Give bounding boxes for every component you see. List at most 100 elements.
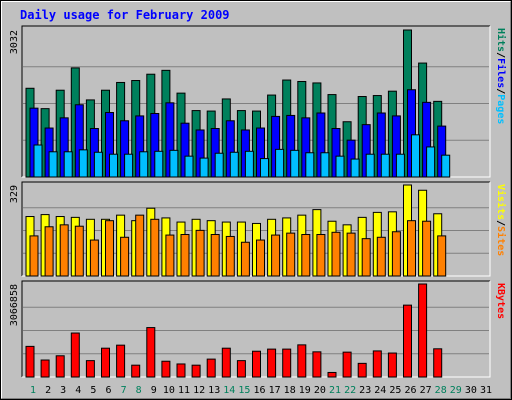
- x-tick-label-20: 20: [314, 385, 326, 396]
- bar-sites-10: [165, 234, 175, 277]
- bar-sites-21: [331, 231, 341, 277]
- bar-pages-27: [426, 146, 436, 178]
- legend-sites: Sites: [495, 226, 507, 256]
- x-tick-label-24: 24: [374, 385, 386, 396]
- x-tick-label-27: 27: [420, 385, 432, 396]
- x-tick-label-5: 5: [90, 385, 96, 396]
- bar-pages-18: [290, 149, 300, 178]
- bar-pages-9: [154, 150, 164, 178]
- bar-pages-5: [93, 151, 103, 178]
- legend-kbytes: KBytes: [495, 283, 506, 319]
- x-tick-label-11: 11: [178, 385, 190, 396]
- bar-kbytes-17: [267, 348, 277, 378]
- bar-pages-2: [48, 151, 58, 178]
- bar-sites-24: [376, 236, 386, 277]
- legend-hits: Hits: [495, 28, 507, 52]
- x-tick-label-13: 13: [208, 385, 220, 396]
- x-tick-label-23: 23: [359, 385, 371, 396]
- x-tick-label-1: 1: [30, 385, 36, 396]
- x-tick-label-21: 21: [329, 385, 341, 396]
- x-tick-label-29: 29: [450, 385, 462, 396]
- bar-sites-20: [316, 234, 326, 277]
- bar-pages-8: [139, 151, 149, 178]
- bar-pages-22: [350, 158, 360, 178]
- bar-kbytes-7: [116, 344, 126, 378]
- bar-sites-13: [210, 234, 220, 277]
- bar-pages-3: [63, 151, 73, 178]
- bar-kbytes-14: [221, 347, 231, 378]
- bar-sites-15: [240, 241, 250, 277]
- bar-pages-26: [411, 134, 420, 178]
- ymax-label-top: 3032: [9, 30, 20, 54]
- bar-sites-11: [180, 234, 190, 277]
- bar-sites-2: [44, 226, 54, 277]
- bar-kbytes-27: [418, 283, 428, 378]
- bar-sites-8: [135, 214, 145, 277]
- x-tick-label-14: 14: [223, 385, 235, 396]
- bar-sites-22: [346, 232, 356, 277]
- x-tick-label-15: 15: [238, 385, 250, 396]
- bar-sites-9: [150, 218, 160, 277]
- bar-kbytes-18: [282, 348, 292, 378]
- bar-kbytes-3: [55, 355, 65, 378]
- bar-kbytes-15: [236, 360, 246, 378]
- bar-pages-21: [335, 155, 345, 178]
- bar-sites-17: [271, 234, 281, 277]
- x-tick-label-22: 22: [344, 385, 356, 396]
- label-separator: /: [495, 52, 506, 58]
- x-tick-label-10: 10: [163, 385, 175, 396]
- x-tick-label-30: 30: [465, 385, 477, 396]
- bar-kbytes-20: [312, 351, 322, 378]
- label-separator: /: [495, 220, 506, 226]
- bar-sites-26: [407, 220, 416, 277]
- bar-kbytes-5: [85, 360, 95, 378]
- bar-pages-20: [320, 152, 330, 178]
- bar-kbytes-23: [357, 362, 367, 378]
- x-tick-label-7: 7: [121, 385, 127, 396]
- bar-sites-6: [105, 220, 114, 277]
- bar-sites-18: [286, 232, 296, 277]
- x-tick-label-3: 3: [60, 385, 66, 396]
- bar-sites-3: [59, 224, 69, 277]
- bar-kbytes-12: [191, 364, 201, 378]
- bar-sites-14: [225, 235, 235, 277]
- plot-border-dark-top: [21, 25, 490, 177]
- ymax-label-bottom: 3066858: [9, 284, 20, 326]
- bar-kbytes-4: [70, 332, 80, 378]
- x-tick-label-12: 12: [193, 385, 205, 396]
- bar-sites-12: [195, 229, 205, 277]
- x-tick-label-26: 26: [404, 385, 416, 396]
- bar-kbytes-11: [176, 363, 186, 378]
- bar-pages-11: [184, 155, 194, 178]
- x-tick-label-9: 9: [151, 385, 157, 396]
- legend-visits: Visits: [495, 184, 507, 220]
- x-tick-label-16: 16: [253, 385, 265, 396]
- bar-sites-16: [256, 239, 265, 277]
- bar-kbytes-13: [206, 358, 216, 378]
- bar-sites-1: [29, 235, 39, 277]
- chart-title: Daily usage for February 2009: [20, 8, 230, 22]
- bar-kbytes-26: [403, 304, 412, 378]
- legend-pages: Pages: [495, 94, 506, 124]
- ymax-label-middle: 329: [9, 185, 20, 203]
- plot-border-dark-bottom: [21, 280, 490, 377]
- x-tick-label-4: 4: [75, 385, 81, 396]
- bar-sites-23: [361, 238, 371, 277]
- bar-pages-7: [124, 153, 134, 178]
- x-tick-label-6: 6: [105, 385, 111, 396]
- bar-sites-25: [391, 231, 401, 277]
- bar-kbytes-8: [131, 364, 141, 378]
- bar-pages-13: [214, 152, 224, 178]
- x-tick-label-19: 19: [299, 385, 311, 396]
- bar-pages-4: [78, 149, 88, 178]
- bar-kbytes-10: [161, 360, 171, 378]
- bar-kbytes-28: [433, 348, 443, 378]
- bar-sites-7: [120, 236, 130, 277]
- bar-kbytes-24: [372, 350, 382, 378]
- bar-pages-16: [260, 158, 269, 178]
- bar-sites-4: [74, 225, 84, 277]
- bar-pages-12: [199, 157, 209, 178]
